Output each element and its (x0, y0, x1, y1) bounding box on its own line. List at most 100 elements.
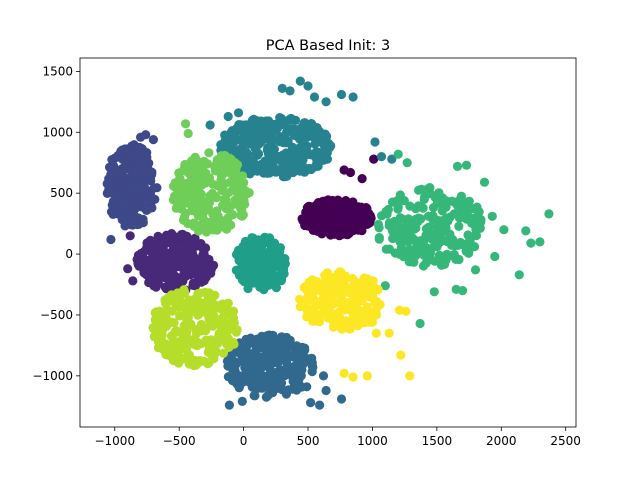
data-point (187, 193, 197, 203)
x-tick-label: 2000 (486, 434, 517, 448)
data-point (396, 350, 406, 360)
data-point (176, 355, 186, 365)
data-point (436, 260, 447, 270)
data-point (108, 209, 118, 219)
data-point (490, 251, 500, 262)
data-point (316, 150, 327, 160)
data-point (273, 151, 283, 162)
data-point (399, 224, 409, 234)
data-point (251, 344, 261, 354)
data-point (151, 238, 161, 248)
data-point (248, 361, 258, 371)
data-point (216, 140, 226, 150)
data-point (387, 197, 398, 207)
data-point (218, 312, 228, 322)
data-point (111, 194, 121, 204)
data-point (231, 176, 241, 186)
data-point (255, 137, 266, 147)
data-point (258, 373, 268, 383)
x-tick-label: 2500 (550, 434, 581, 448)
data-point (366, 213, 376, 223)
data-point (224, 400, 234, 410)
data-point (422, 243, 432, 253)
data-point (308, 316, 318, 326)
data-point (277, 83, 287, 93)
data-point (189, 219, 199, 229)
data-point (131, 202, 141, 212)
data-point (139, 266, 149, 276)
data-point (332, 298, 342, 308)
data-point (207, 305, 218, 315)
data-point (390, 248, 400, 258)
data-point (223, 298, 233, 308)
x-tick-label: −500 (163, 434, 196, 448)
data-point (220, 150, 230, 161)
data-point (339, 368, 349, 378)
data-point (395, 213, 405, 223)
data-point (168, 296, 178, 306)
data-point (455, 195, 465, 205)
data-point (358, 213, 368, 223)
data-point (212, 180, 222, 191)
data-point (308, 290, 318, 300)
data-point (313, 161, 323, 171)
data-point (452, 161, 463, 171)
data-point (393, 234, 404, 244)
data-point (180, 159, 190, 170)
cluster-9 (295, 267, 415, 382)
data-point (229, 318, 239, 328)
data-point (274, 165, 284, 175)
data-point (127, 215, 137, 225)
data-point (289, 130, 300, 140)
data-point (223, 305, 233, 315)
data-point (315, 400, 325, 410)
data-point (125, 231, 135, 241)
data-point (184, 255, 194, 265)
data-point (268, 388, 278, 398)
data-point (164, 236, 174, 246)
data-point (205, 120, 215, 130)
data-point (357, 174, 367, 184)
data-point (321, 385, 331, 396)
data-point (403, 237, 413, 247)
data-point (249, 243, 259, 253)
data-point (181, 178, 191, 188)
data-point (275, 247, 285, 257)
data-point (238, 146, 248, 156)
data-point (266, 143, 276, 153)
data-point (242, 341, 252, 351)
data-point (441, 223, 451, 233)
data-point (144, 257, 154, 267)
data-point (229, 169, 239, 179)
data-point (381, 244, 391, 254)
data-point (219, 168, 229, 178)
data-point (261, 338, 272, 348)
x-tick-label: 1000 (357, 434, 388, 448)
data-point (186, 241, 196, 251)
plot-frame (79, 57, 577, 428)
data-point (196, 201, 206, 211)
data-point (280, 338, 290, 348)
data-point (383, 204, 393, 215)
data-point (315, 310, 325, 320)
data-point (106, 234, 116, 245)
data-point (141, 130, 151, 140)
y-axis: −1000 −500 0 500 1000 1500 (32, 64, 80, 383)
data-point (171, 203, 181, 213)
cluster-1 (123, 229, 219, 297)
data-point (152, 258, 163, 268)
data-point (170, 256, 180, 267)
data-point (353, 321, 363, 331)
data-point (178, 276, 188, 286)
data-point (248, 166, 258, 176)
data-point (360, 204, 370, 214)
y-tick-label: −1000 (32, 369, 73, 383)
data-point (335, 313, 345, 323)
data-point (306, 164, 316, 175)
data-point (123, 264, 133, 274)
data-point (280, 370, 290, 381)
data-point (321, 97, 331, 107)
data-point (264, 255, 274, 265)
data-point (276, 378, 287, 388)
data-point (151, 307, 161, 317)
